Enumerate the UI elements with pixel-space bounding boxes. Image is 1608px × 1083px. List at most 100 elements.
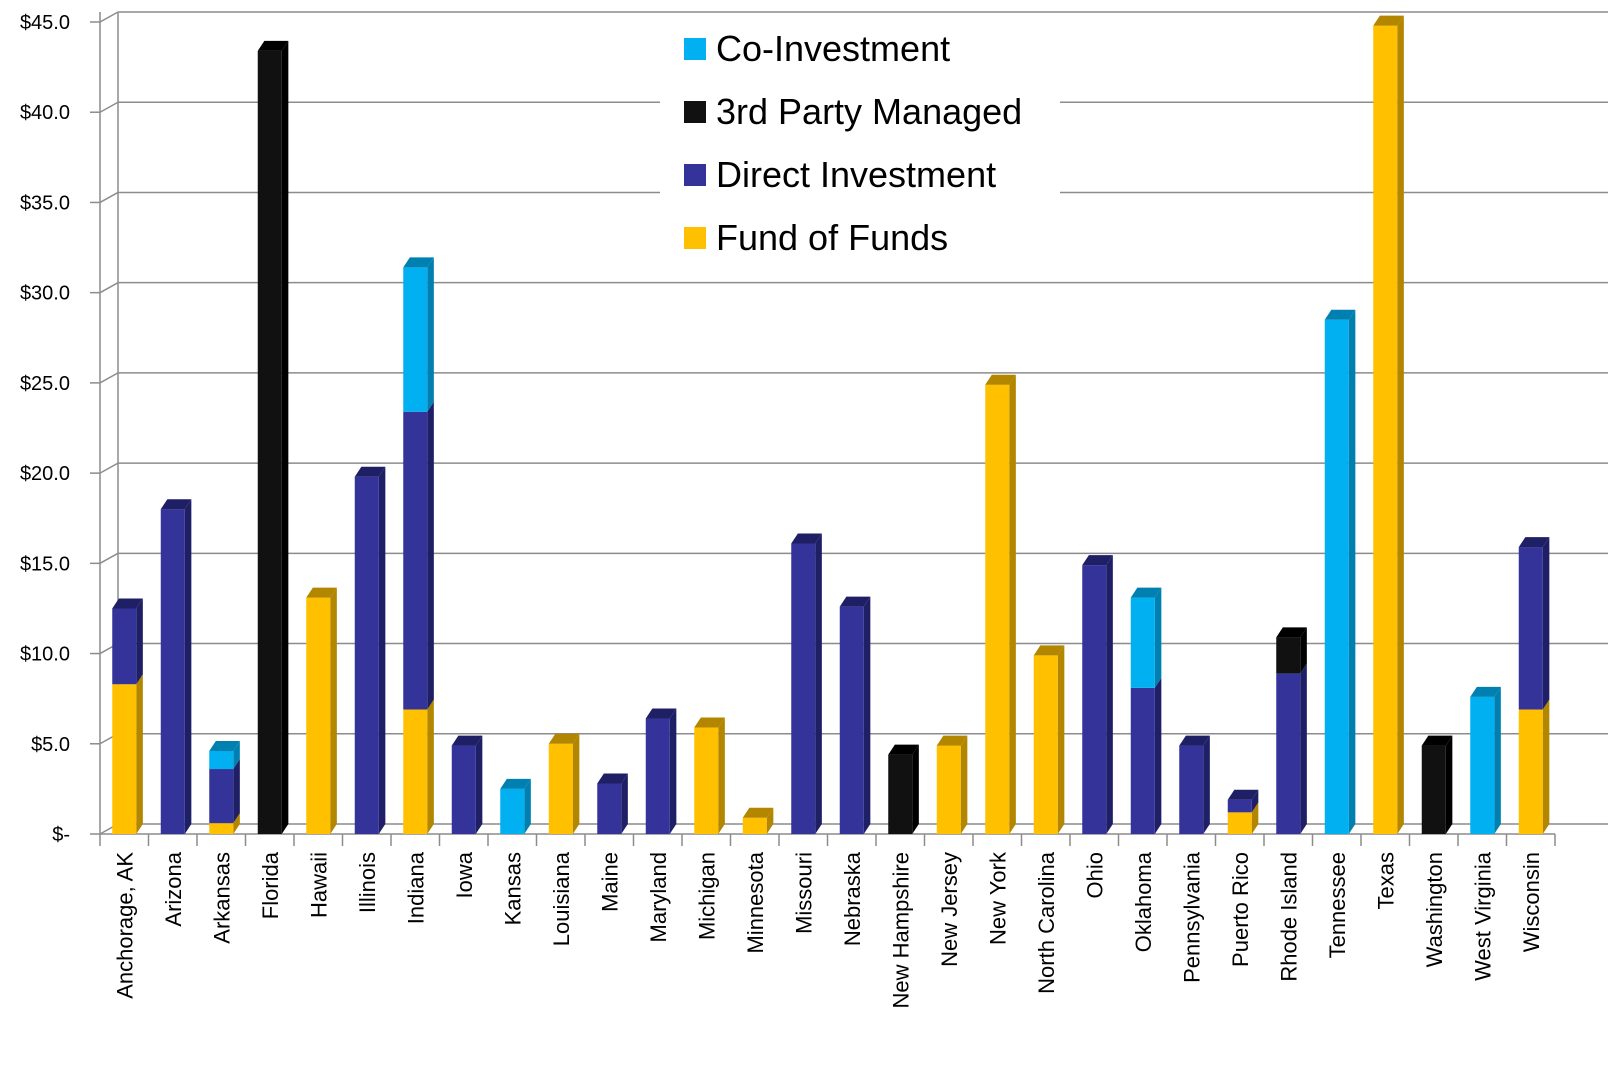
- bar-top: [500, 778, 531, 789]
- bar-stack: [1470, 686, 1501, 834]
- bar-top: [791, 533, 822, 544]
- bar: [839, 606, 864, 834]
- x-category-label: North Carolina: [1034, 851, 1059, 994]
- x-category-label: Minnesota: [743, 851, 768, 953]
- bar-top: [888, 744, 919, 755]
- bar-side: [572, 733, 580, 834]
- bar-side: [233, 759, 240, 824]
- gridline-depth: [99, 372, 119, 384]
- x-category-label: Washington: [1422, 852, 1447, 967]
- y-tick-label: $35.0: [20, 192, 70, 214]
- bar: [257, 50, 282, 835]
- x-category-label: Puerto Rico: [1228, 852, 1253, 967]
- bar: [209, 823, 234, 834]
- bar-top: [742, 807, 774, 818]
- bar-top: [306, 587, 337, 598]
- bar: [936, 745, 961, 834]
- bar-side: [1397, 15, 1404, 835]
- bar-side: [1106, 555, 1113, 834]
- y-tick-label: $10.0: [20, 644, 70, 666]
- bar-side: [330, 587, 337, 834]
- bar-side: [233, 813, 240, 834]
- y-tick-label: $15.0: [20, 553, 70, 575]
- bar: [888, 754, 913, 834]
- gridline-depth: [99, 191, 119, 204]
- bar-top: [1518, 537, 1550, 548]
- bar-side: [1251, 802, 1259, 834]
- y-tick-label: $30.0: [20, 283, 70, 305]
- bar-side: [621, 773, 628, 834]
- bar-top: [451, 735, 483, 746]
- x-category-label: Tennessee: [1325, 852, 1350, 958]
- bar-side: [427, 699, 434, 834]
- x-category-label: Maine: [597, 852, 622, 912]
- bar-stack: [306, 587, 337, 834]
- bar-stack: [1033, 645, 1065, 834]
- bar-side: [718, 717, 725, 834]
- bar-top: [112, 598, 143, 609]
- bar-stack: [1130, 587, 1162, 834]
- gridline-depth: [99, 101, 119, 113]
- bar-side: [475, 735, 483, 834]
- x-category-label: Illinois: [355, 852, 380, 913]
- bar-stack: [936, 735, 968, 834]
- bar-side: [863, 596, 871, 834]
- bar: [791, 543, 816, 834]
- x-category-label: Florida: [258, 851, 283, 919]
- bar-side: [815, 533, 822, 834]
- bar-side: [136, 674, 143, 834]
- bar-side: [184, 499, 192, 834]
- bar-side: [1154, 587, 1162, 688]
- bar-stack: [1373, 15, 1404, 835]
- bar-top: [597, 773, 628, 784]
- bar-top: [403, 257, 434, 268]
- bar: [451, 745, 476, 834]
- bar-stack: [1179, 735, 1210, 834]
- legend: Co-Investment 3rd Party Managed Direct Inv…: [660, 16, 1060, 274]
- bar-top: [839, 596, 871, 607]
- bar: [1227, 812, 1252, 834]
- bar: [1518, 709, 1543, 834]
- gridline-depth: [99, 282, 119, 294]
- bar-side: [1203, 735, 1210, 834]
- bar: [985, 384, 1010, 834]
- bar-top: [985, 374, 1016, 385]
- bar: [209, 769, 234, 824]
- y-tick-label: $45.0: [20, 12, 70, 34]
- x-category-label: Anchorage, AK: [112, 852, 137, 999]
- bar-top: [1130, 587, 1162, 598]
- bar: [1033, 655, 1058, 834]
- legend-swatch: [684, 101, 706, 123]
- bar-stack: [694, 717, 725, 834]
- bar: [1421, 745, 1446, 834]
- bar-stack: [500, 778, 531, 834]
- bar-top: [645, 708, 677, 719]
- x-category-label: West Virginia: [1470, 851, 1495, 981]
- bar-stack: [112, 598, 143, 834]
- bar: [1227, 799, 1252, 813]
- x-category-label: New York: [985, 851, 1010, 945]
- legend-label: Fund of Funds: [716, 217, 948, 258]
- x-category-label: Pennsylvania: [1179, 851, 1204, 983]
- bar-stack: [1227, 789, 1259, 834]
- gridline-depth: [99, 552, 119, 564]
- bar-top: [354, 466, 386, 477]
- bar-side: [766, 807, 774, 834]
- y-tick-label: $5.0: [31, 734, 70, 756]
- legend-label: 3rd Party Managed: [716, 91, 1022, 132]
- bar: [160, 509, 185, 834]
- bar-stack: [645, 708, 677, 834]
- bar: [742, 817, 767, 834]
- bar-stack: [1421, 735, 1453, 834]
- bar: [645, 718, 670, 834]
- bar-stack: [451, 735, 483, 834]
- bar: [112, 684, 137, 834]
- x-category-label: Iowa: [452, 851, 477, 898]
- bar-side: [378, 466, 386, 834]
- bar: [1130, 597, 1155, 688]
- bar-side: [136, 598, 143, 685]
- x-category-label: Arizona: [161, 851, 186, 926]
- bar-top: [1470, 686, 1501, 697]
- bar-stack: [354, 466, 386, 834]
- bar-side: [233, 740, 240, 770]
